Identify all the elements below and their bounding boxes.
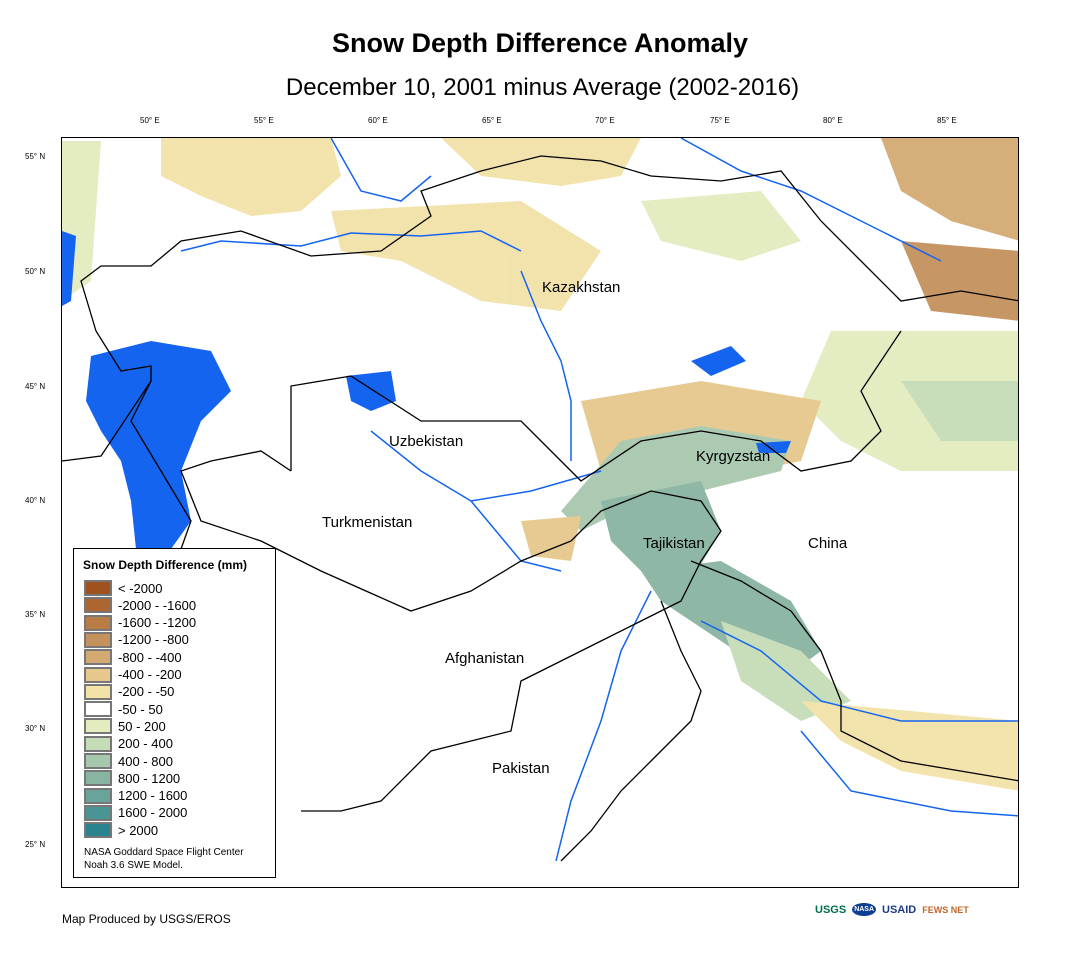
lat-tick: 25° N — [25, 840, 46, 849]
lon-tick: 75° E — [710, 116, 730, 125]
lat-tick: 55° N — [25, 152, 46, 161]
legend-item: < -2000 — [84, 580, 162, 596]
lake-balkhash — [691, 346, 746, 376]
country-borders — [62, 155, 1018, 862]
legend-label: < -2000 — [118, 580, 163, 596]
legend-swatch — [84, 614, 112, 631]
legend-label: 400 - 800 — [118, 753, 173, 769]
legend-label: 50 - 200 — [118, 718, 166, 734]
caspian-sea — [86, 341, 231, 549]
legend-swatch — [84, 787, 112, 804]
agency-logos: USGS NASA USAID FEWS NET — [815, 903, 969, 916]
legend-item: -1600 - -1200 — [84, 614, 197, 631]
legend-label: -800 - -400 — [118, 649, 182, 665]
legend-swatch — [84, 753, 112, 769]
lat-tick: 45° N — [25, 382, 46, 391]
legend-swatch — [84, 822, 112, 839]
legend: Snow Depth Difference (mm) < -2000 -2000 … — [73, 548, 276, 878]
legend-swatch — [84, 735, 112, 752]
label-tajikistan: Tajikistan — [643, 535, 705, 552]
map-frame — [61, 137, 1019, 888]
lat-tick: 50° N — [25, 267, 46, 276]
legend-swatch — [84, 718, 112, 735]
water-bodies — [62, 231, 791, 549]
label-pakistan: Pakistan — [492, 760, 550, 777]
legend-item: -50 - 50 — [84, 701, 163, 718]
lon-tick: 60° E — [368, 116, 388, 125]
legend-label: -1600 - -1200 — [118, 615, 197, 631]
lon-tick: 55° E — [254, 116, 274, 125]
label-kazakhstan: Kazakhstan — [542, 279, 621, 296]
lon-tick: 70° E — [595, 116, 615, 125]
legend-swatch — [84, 666, 112, 683]
lon-tick: 85° E — [937, 116, 957, 125]
producer-credit: Map Produced by USGS/EROS — [62, 912, 231, 926]
legend-item: -800 - -400 — [84, 649, 182, 666]
legend-item: 50 - 200 — [84, 718, 166, 735]
lat-tick: 35° N — [25, 610, 46, 619]
legend-swatch — [84, 770, 112, 787]
snow-anomaly-fill — [62, 138, 1018, 791]
legend-label: 800 - 1200 — [118, 770, 181, 786]
legend-swatch — [84, 580, 112, 596]
legend-credit: Noah 3.6 SWE Model. — [84, 860, 183, 871]
legend-item: -200 - -50 — [84, 683, 175, 700]
label-china: China — [808, 535, 848, 552]
legend-item: -1200 - -800 — [84, 631, 189, 648]
legend-label: -400 - -200 — [118, 667, 182, 682]
legend-label: > 2000 — [118, 822, 159, 838]
legend-swatch — [84, 683, 112, 700]
lat-tick: 30° N — [25, 724, 46, 733]
map-subtitle: December 10, 2001 minus Average (2002-20… — [285, 74, 800, 101]
map-title: Snow Depth Difference Anomaly — [331, 28, 749, 58]
legend-item: 400 - 800 — [84, 753, 173, 769]
legend-swatch — [84, 701, 112, 718]
label-afghanistan: Afghanistan — [445, 650, 525, 667]
lat-tick: 40° N — [25, 496, 46, 505]
legend-label: 200 - 400 — [118, 736, 173, 752]
usaid-logo: USAID — [882, 903, 917, 916]
nasa-logo: NASA — [852, 903, 877, 916]
legend-item: -2000 - -1600 — [84, 597, 197, 614]
legend-label: -50 - 50 — [118, 701, 163, 717]
legend-swatch — [84, 804, 112, 821]
label-turkmenistan: Turkmenistan — [322, 514, 413, 531]
lon-tick: 65° E — [482, 116, 502, 125]
legend-label: -1200 - -800 — [118, 632, 189, 648]
fewsnet-logo: FEWS NET — [922, 904, 969, 915]
legend-item: 800 - 1200 — [84, 770, 181, 787]
legend-label: -200 - -50 — [118, 684, 175, 700]
legend-credit: NASA Goddard Space Flight Center — [84, 847, 244, 858]
legend-item: 1600 - 2000 — [84, 804, 188, 821]
legend-label: -2000 - -1600 — [118, 597, 197, 613]
lon-tick: 50° E — [140, 116, 160, 125]
legend-item: 200 - 400 — [84, 735, 173, 752]
legend-swatch — [84, 631, 112, 648]
legend-title: Snow Depth Difference (mm) — [83, 558, 248, 572]
legend-swatch — [84, 649, 112, 666]
legend-item: > 2000 — [84, 822, 159, 839]
legend-item: -400 - -200 — [84, 666, 182, 683]
legend-item: 1200 - 1600 — [84, 787, 188, 804]
usgs-logo: USGS — [815, 903, 847, 916]
rivers — [180, 138, 1018, 862]
legend-swatch — [84, 597, 112, 614]
label-uzbekistan: Uzbekistan — [389, 433, 464, 450]
map-canvas — [62, 138, 1018, 862]
lon-tick: 80° E — [823, 116, 843, 125]
legend-label: 1600 - 2000 — [118, 805, 188, 821]
label-kyrgyzstan: Kyrgyzstan — [696, 448, 771, 465]
legend-label: 1200 - 1600 — [118, 788, 188, 804]
